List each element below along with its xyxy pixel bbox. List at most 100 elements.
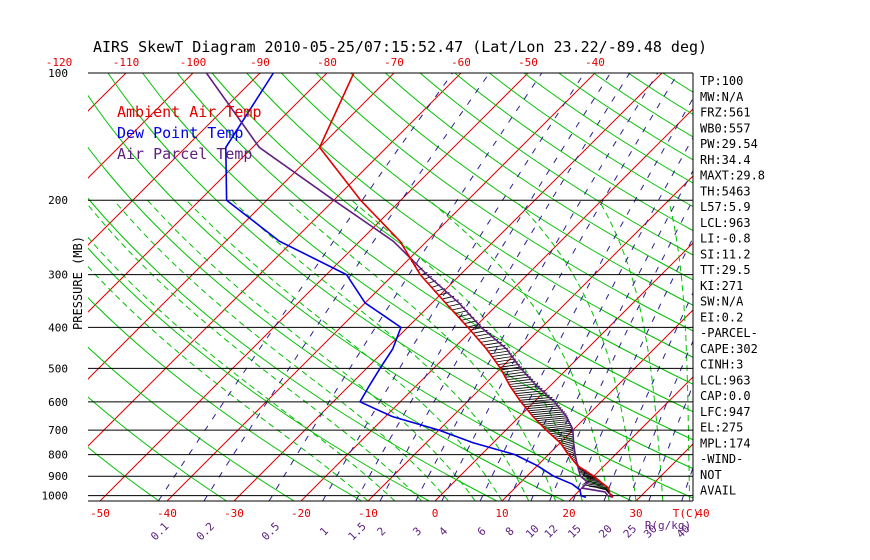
isotherm-line xyxy=(233,73,663,501)
cape-hatch-line xyxy=(586,480,604,485)
isotherm-line xyxy=(300,108,693,501)
cape-hatch-line xyxy=(509,381,536,385)
mixing-ratio-line xyxy=(157,73,453,501)
pressure-tick-label: 900 xyxy=(48,470,68,483)
cape-hatch-line xyxy=(553,433,574,438)
mixing-ratio-label: 0.1 xyxy=(148,520,171,543)
cape-hatch-line xyxy=(562,442,575,447)
moist-adiabat-line xyxy=(88,236,396,501)
index-label: TH:5463 xyxy=(700,184,751,198)
cape-hatch-line xyxy=(547,428,573,433)
isotherm-line xyxy=(88,73,194,179)
cape-hatch-line xyxy=(513,388,543,392)
cape-hatch-line xyxy=(555,435,574,440)
cape-hatch-line xyxy=(586,477,600,482)
moist-adiabat-line xyxy=(113,199,449,501)
index-label: CAP:0.0 xyxy=(700,389,751,403)
isotherm-line xyxy=(434,242,693,501)
cape-hatch-line xyxy=(527,407,562,412)
cape-hatch-line xyxy=(526,405,560,410)
index-label: TT:29.5 xyxy=(700,263,751,277)
dry-adiabat-line xyxy=(523,73,693,184)
cape-hatch-line xyxy=(521,399,555,403)
top-temp-tick-label: -60 xyxy=(451,56,471,69)
mixing-ratio-line xyxy=(355,73,611,501)
dry-adiabat-line xyxy=(419,73,693,256)
dry-adiabat-line xyxy=(315,73,693,332)
mixing-ratio-line xyxy=(203,73,490,501)
moist-adiabat-line xyxy=(88,265,369,501)
mixing-ratio-label: 2 xyxy=(375,525,389,539)
index-label: KI:271 xyxy=(700,279,743,293)
pressure-tick-label: 300 xyxy=(48,269,68,282)
index-label: MPL:174 xyxy=(700,436,751,450)
moist-adiabat-line xyxy=(186,199,503,501)
index-label: CINH:3 xyxy=(700,358,743,372)
cape-hatch-line xyxy=(503,371,527,376)
mixing-ratio-label: 1 xyxy=(317,525,331,539)
pressure-tick-label: 1000 xyxy=(42,490,69,503)
mixing-ratio-label: 8 xyxy=(503,525,517,539)
index-label: -WIND- xyxy=(700,452,743,466)
cape-hatch-line xyxy=(582,484,609,489)
cape-hatch-line xyxy=(542,423,572,427)
cape-hatch-line xyxy=(511,385,541,390)
legend-entry: Dew Point Temp xyxy=(117,124,243,142)
moist-adiabat-line xyxy=(598,199,664,501)
mixing-ratio-label: 20 xyxy=(596,522,615,541)
index-label: LFC:947 xyxy=(700,405,751,419)
cape-hatch-line xyxy=(495,358,516,363)
moist-adiabat-line xyxy=(286,199,557,501)
top-temp-tick-label: -120 xyxy=(46,56,73,69)
bottom-temp-tick-label: 10 xyxy=(495,507,508,520)
y-axis-label: PRESSURE (MB) xyxy=(71,236,85,330)
cape-hatch-line xyxy=(563,444,575,448)
ambient-temp-profile xyxy=(318,73,614,498)
index-label: LCL:963 xyxy=(700,373,751,387)
dry-adiabat-line xyxy=(662,73,693,93)
mixing-ratio-line xyxy=(479,97,693,501)
index-label: RH:34.4 xyxy=(700,153,751,167)
isobar-lines xyxy=(88,72,694,502)
cape-hatch-line xyxy=(531,411,565,416)
temp-unit-label: T(C) xyxy=(673,507,700,520)
dry-adiabat-line xyxy=(558,73,693,161)
mixing-ratio-line xyxy=(603,291,693,501)
cape-hatch-line xyxy=(502,369,525,373)
cape-hatch-line xyxy=(540,421,571,425)
dry-adiabat-line xyxy=(246,73,693,385)
bottom-temp-tick-label: -10 xyxy=(358,507,378,520)
cape-hatch-line xyxy=(584,476,598,481)
cape-hatch-line xyxy=(510,383,538,388)
cape-hatch-line xyxy=(582,474,597,479)
cape-hatch-line xyxy=(516,392,548,397)
index-label: PW:29.54 xyxy=(700,137,758,151)
top-temp-tick-label: -40 xyxy=(585,56,605,69)
cape-hatch-line xyxy=(499,363,520,368)
dry-adiabat-line xyxy=(281,73,693,358)
bottom-temp-tick-label: -30 xyxy=(224,507,244,520)
cape-hatch-line xyxy=(514,390,546,395)
index-label: TP:100 xyxy=(700,74,743,88)
cape-hatch-line xyxy=(581,473,595,478)
dry-adiabat-line xyxy=(767,73,870,501)
cape-hatch-line xyxy=(564,445,575,450)
mixing-ratio-line xyxy=(549,198,693,501)
index-label: L57:5.9 xyxy=(700,200,751,214)
mixing-ratio-line xyxy=(322,73,585,501)
moist-adiabat-line xyxy=(351,199,583,501)
top-temp-tick-label: -110 xyxy=(113,56,140,69)
top-temp-tick-label: -90 xyxy=(250,56,270,69)
pressure-tick-label: 700 xyxy=(48,424,68,437)
bottom-temp-tick-label: 40 xyxy=(696,507,709,520)
moist-adiabat-line xyxy=(428,199,610,501)
mixing-ratio-unit-label: R(g/kg) xyxy=(645,519,691,532)
index-label: -PARCEL- xyxy=(700,326,758,340)
top-temp-tick-label: -100 xyxy=(180,56,207,69)
cape-hatch-line xyxy=(506,376,531,381)
cape-hatch-line xyxy=(529,409,564,414)
cape-hatch-line xyxy=(533,413,567,418)
mixing-ratio-label: 1.5 xyxy=(346,520,369,543)
